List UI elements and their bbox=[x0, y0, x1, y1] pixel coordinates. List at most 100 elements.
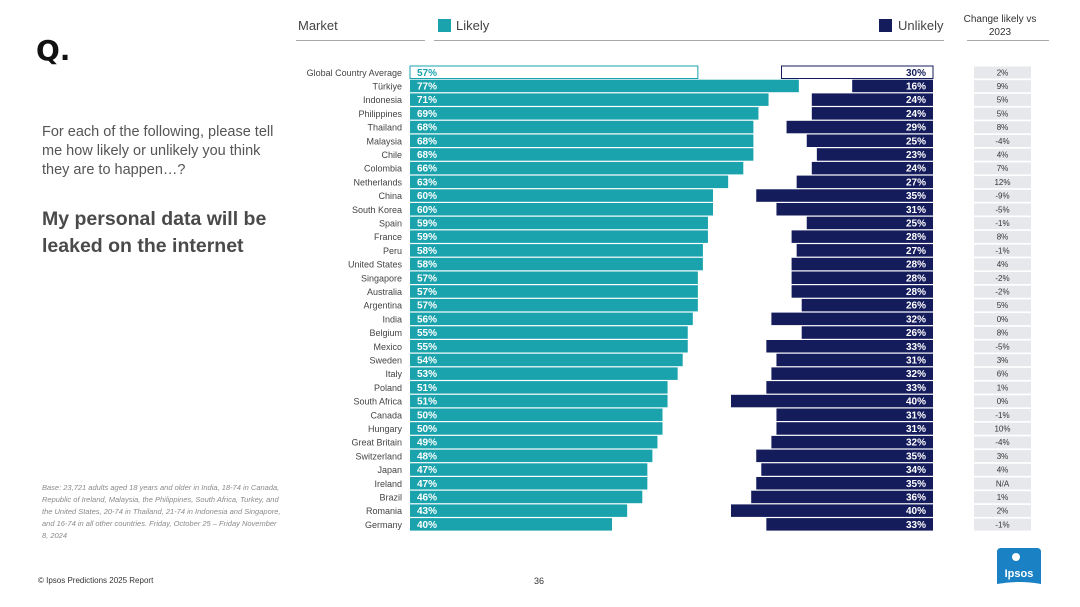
unlikely-value-label: 40% bbox=[906, 506, 926, 517]
unlikely-value-label: 28% bbox=[906, 232, 926, 243]
change-value-label: 5% bbox=[997, 96, 1009, 105]
market-label: Canada bbox=[370, 410, 402, 420]
likely-value-label: 46% bbox=[417, 492, 437, 503]
change-cell bbox=[974, 285, 1031, 298]
likely-bar bbox=[410, 326, 688, 339]
likely-value-label: 68% bbox=[417, 150, 437, 161]
change-cell bbox=[974, 477, 1031, 490]
likely-bar bbox=[410, 257, 703, 271]
market-label: United States bbox=[348, 260, 403, 270]
unlikely-value-label: 28% bbox=[906, 287, 926, 298]
unlikely-value-label: 31% bbox=[906, 205, 926, 216]
likely-value-label: 47% bbox=[417, 479, 437, 490]
market-label: China bbox=[378, 191, 402, 201]
unlikely-bar bbox=[806, 134, 933, 147]
change-value-label: 5% bbox=[997, 301, 1009, 310]
unlikely-value-label: 25% bbox=[906, 136, 926, 147]
market-label: France bbox=[374, 232, 402, 242]
change-value-label: -1% bbox=[995, 246, 1009, 255]
unlikely-value-label: 31% bbox=[906, 355, 926, 366]
unlikely-bar bbox=[781, 65, 934, 79]
unlikely-bar bbox=[771, 367, 933, 380]
unlikely-bar bbox=[756, 477, 933, 490]
unlikely-bar bbox=[801, 298, 933, 312]
change-cell bbox=[974, 148, 1031, 161]
change-value-label: 8% bbox=[997, 123, 1009, 132]
change-header: Change likely vs 2023 bbox=[963, 14, 1037, 38]
likely-value-label: 60% bbox=[417, 205, 437, 216]
likely-value-label: 51% bbox=[417, 383, 437, 394]
q-mark: Q. bbox=[36, 34, 71, 67]
market-label: Netherlands bbox=[353, 177, 402, 187]
unlikely-bar bbox=[811, 161, 933, 175]
market-label: Germany bbox=[365, 520, 403, 530]
change-cell bbox=[974, 203, 1031, 216]
unlikely-legend-swatch bbox=[879, 19, 892, 32]
market-label: India bbox=[382, 314, 402, 324]
unlikely-value-label: 33% bbox=[906, 342, 926, 353]
market-label: Philippines bbox=[358, 109, 402, 119]
change-cell bbox=[974, 381, 1031, 394]
market-label: Ireland bbox=[374, 479, 402, 489]
likely-value-label: 47% bbox=[417, 465, 437, 476]
logo-text: Ipsos bbox=[1005, 568, 1034, 580]
likely-value-label: 49% bbox=[417, 438, 437, 449]
unlikely-value-label: 16% bbox=[906, 81, 926, 92]
change-value-label: 1% bbox=[997, 493, 1009, 502]
unlikely-bar bbox=[791, 230, 933, 243]
change-value-label: 4% bbox=[997, 150, 1009, 159]
likely-bar bbox=[410, 312, 693, 326]
change-cell bbox=[974, 66, 1031, 79]
likely-bar bbox=[410, 340, 688, 353]
change-value-label: 3% bbox=[997, 452, 1009, 461]
page-number: 36 bbox=[534, 576, 545, 586]
unlikely-value-label: 32% bbox=[906, 314, 926, 325]
likely-value-label: 53% bbox=[417, 369, 437, 380]
market-label: Great Britain bbox=[351, 438, 402, 448]
likely-bar bbox=[410, 394, 668, 408]
likely-bar bbox=[410, 285, 698, 298]
unlikely-bar bbox=[811, 107, 933, 120]
unlikely-value-label: 27% bbox=[906, 246, 926, 257]
change-value-label: -5% bbox=[995, 342, 1009, 351]
unlikely-bar bbox=[776, 353, 933, 367]
likely-bar bbox=[410, 490, 643, 504]
change-value-label: N/A bbox=[996, 479, 1010, 488]
change-cell bbox=[974, 299, 1031, 312]
change-value-label: 2% bbox=[997, 507, 1009, 516]
likely-value-label: 50% bbox=[417, 424, 437, 435]
change-value-label: -2% bbox=[995, 274, 1009, 283]
change-value-label: 0% bbox=[997, 397, 1009, 406]
change-cell bbox=[974, 340, 1031, 353]
market-label: Thailand bbox=[367, 123, 402, 133]
market-label: Argentina bbox=[363, 301, 402, 311]
unlikely-value-label: 23% bbox=[906, 150, 926, 161]
likely-value-label: 77% bbox=[417, 81, 437, 92]
likely-bar bbox=[410, 477, 648, 490]
unlikely-value-label: 31% bbox=[906, 410, 926, 421]
market-label: Peru bbox=[383, 246, 402, 256]
market-label: Australia bbox=[367, 287, 402, 297]
change-cell bbox=[974, 189, 1031, 202]
change-cell bbox=[974, 176, 1031, 189]
market-label: Spain bbox=[379, 218, 402, 228]
change-value-label: 8% bbox=[997, 233, 1009, 242]
change-value-label: 9% bbox=[997, 82, 1009, 91]
likely-bar bbox=[410, 161, 744, 175]
unlikely-bar bbox=[816, 148, 933, 161]
unlikely-value-label: 36% bbox=[906, 492, 926, 503]
likely-value-label: 68% bbox=[417, 136, 437, 147]
unlikely-value-label: 32% bbox=[906, 438, 926, 449]
unlikely-bar bbox=[796, 175, 933, 189]
unlikely-bar bbox=[731, 504, 933, 517]
change-cell bbox=[974, 436, 1031, 449]
unlikely-value-label: 24% bbox=[906, 95, 926, 106]
change-value-label: 10% bbox=[994, 424, 1010, 433]
likely-bar bbox=[410, 463, 648, 476]
likely-value-label: 66% bbox=[417, 164, 437, 175]
unlikely-value-label: 24% bbox=[906, 109, 926, 120]
market-label: Indonesia bbox=[363, 95, 402, 105]
base-note: Base: 23,721 adults aged 18 years and ol… bbox=[42, 483, 281, 540]
likely-bar bbox=[410, 298, 698, 312]
